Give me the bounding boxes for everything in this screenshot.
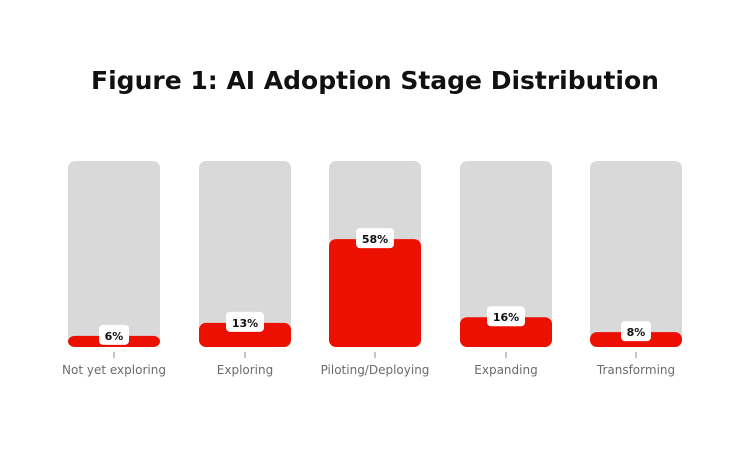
bar-track [68,161,160,347]
data-label-box [356,228,394,249]
data-label: 6% [105,330,124,343]
x-tick-label: Exploring [217,363,273,377]
x-tick-label: Piloting/Deploying [321,363,430,377]
bar-track [460,161,552,347]
bar [329,239,421,347]
chart-title: Figure 1: AI Adoption Stage Distribution [91,66,659,95]
data-label: 16% [493,311,519,324]
data-label-box [487,306,525,327]
bar [199,322,291,347]
data-label-box [621,321,651,342]
x-tick-label: Not yet exploring [62,363,166,377]
bar-track [199,161,291,347]
data-label: 13% [232,317,258,330]
x-tick-label: Transforming [596,363,675,377]
data-label-box [226,311,264,332]
data-label: 58% [362,233,388,246]
bar [460,317,552,347]
data-label-box [99,324,129,345]
data-label: 8% [627,326,646,339]
bar-track [590,161,682,347]
x-tick-label: Expanding [474,363,537,377]
